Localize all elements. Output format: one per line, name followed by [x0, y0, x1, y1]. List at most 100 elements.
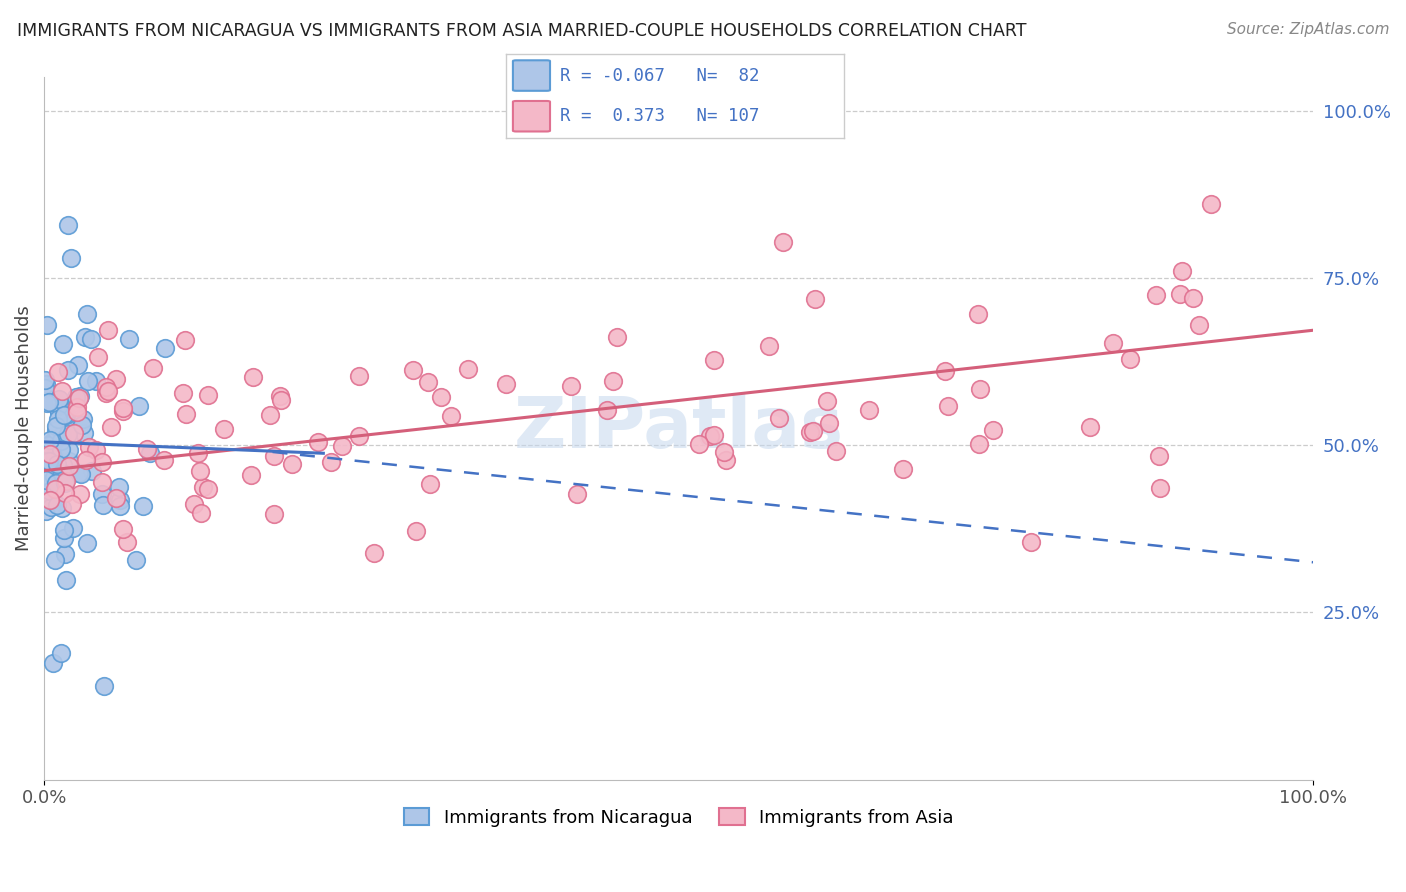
Point	[430, 390, 453, 404]
Point	[1168, 287, 1191, 301]
Point	[53, 408, 76, 422]
Point	[69, 467, 91, 482]
Point	[405, 524, 427, 539]
Point	[44, 469, 66, 483]
Point	[49, 442, 72, 456]
Point	[91, 499, 114, 513]
Point	[825, 443, 848, 458]
Point	[38, 454, 60, 468]
Point	[63, 426, 86, 441]
Point	[34, 381, 56, 395]
Point	[191, 480, 214, 494]
Point	[52, 458, 75, 473]
Point	[105, 372, 128, 386]
Point	[115, 535, 138, 549]
Point	[69, 389, 91, 403]
Point	[596, 403, 619, 417]
Point	[153, 341, 176, 355]
Point	[966, 307, 988, 321]
Point	[602, 374, 624, 388]
Point	[44, 482, 66, 496]
Point	[69, 487, 91, 501]
Point	[51, 500, 73, 515]
Point	[97, 323, 120, 337]
FancyBboxPatch shape	[513, 101, 550, 131]
Point	[45, 418, 67, 433]
Point	[152, 453, 174, 467]
Point	[53, 547, 76, 561]
Point	[183, 497, 205, 511]
Point	[981, 423, 1004, 437]
Point	[55, 408, 77, 422]
Point	[457, 362, 479, 376]
Point	[34, 373, 56, 387]
Point	[73, 426, 96, 441]
Point	[934, 364, 956, 378]
Point	[969, 382, 991, 396]
Point	[38, 395, 60, 409]
Point	[39, 483, 62, 498]
Legend: Immigrants from Nicaragua, Immigrants from Asia: Immigrants from Nicaragua, Immigrants fr…	[396, 800, 960, 834]
Point	[55, 574, 77, 588]
Point	[62, 521, 84, 535]
Text: R =  0.373   N= 107: R = 0.373 N= 107	[560, 107, 759, 125]
Point	[714, 452, 737, 467]
Point	[41, 500, 63, 515]
Point	[41, 457, 63, 471]
Point	[84, 442, 107, 457]
Point	[187, 445, 209, 459]
Point	[53, 473, 76, 487]
Point	[108, 499, 131, 513]
Point	[125, 553, 148, 567]
Point	[48, 398, 70, 412]
Point	[48, 403, 70, 417]
Point	[70, 418, 93, 433]
Point	[567, 487, 589, 501]
Point	[42, 450, 65, 464]
Point	[136, 442, 159, 457]
Point	[606, 330, 628, 344]
Point	[91, 454, 114, 468]
Point	[321, 455, 343, 469]
Point	[1171, 264, 1194, 278]
Point	[111, 522, 134, 536]
Point	[97, 384, 120, 398]
Point	[801, 425, 824, 439]
Point	[307, 434, 329, 449]
Point	[96, 380, 118, 394]
Point	[1078, 420, 1101, 434]
Point	[1144, 287, 1167, 301]
Point	[58, 443, 80, 458]
Point	[713, 445, 735, 459]
Point	[76, 307, 98, 321]
Point	[1119, 351, 1142, 366]
Point	[402, 363, 425, 377]
Point	[128, 399, 150, 413]
Point	[55, 411, 77, 425]
Point	[172, 386, 194, 401]
Point	[817, 417, 839, 431]
Point	[269, 389, 291, 403]
Point	[197, 482, 219, 496]
Point	[281, 457, 304, 471]
Point	[110, 492, 132, 507]
Point	[188, 464, 211, 478]
Point	[936, 399, 959, 413]
Point	[76, 536, 98, 550]
Point	[51, 384, 73, 399]
Point	[39, 447, 62, 461]
Point	[112, 401, 135, 416]
Point	[52, 523, 75, 537]
Point	[190, 506, 212, 520]
Point	[132, 499, 155, 513]
Point	[87, 350, 110, 364]
Point	[270, 393, 292, 408]
Point	[39, 493, 62, 508]
Point	[56, 218, 79, 232]
Point	[90, 475, 112, 490]
Point	[439, 409, 461, 423]
Point	[35, 318, 58, 333]
Point	[259, 408, 281, 422]
Point	[94, 386, 117, 401]
Point	[699, 429, 721, 443]
